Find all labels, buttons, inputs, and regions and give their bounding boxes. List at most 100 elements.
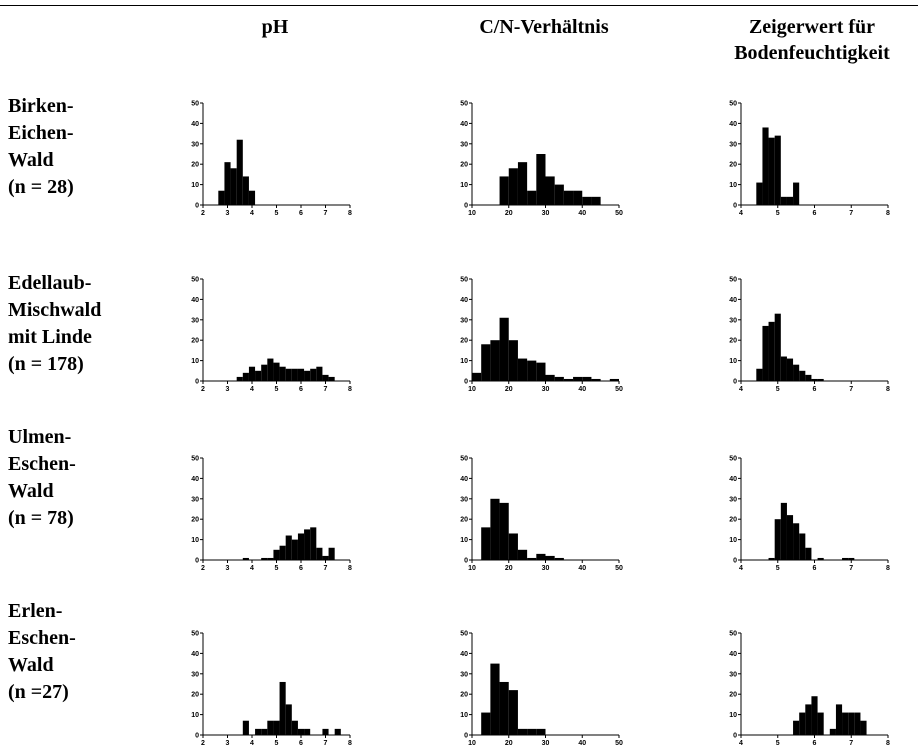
histogram-bar xyxy=(334,728,341,735)
histogram-bar xyxy=(848,712,855,735)
histogram-bar xyxy=(554,184,564,205)
row-label-line: Eschen- xyxy=(8,627,76,649)
x-tick-label: 7 xyxy=(324,565,328,572)
histogram-bar xyxy=(768,557,775,560)
histogram-bar xyxy=(554,557,564,560)
histogram-bar xyxy=(768,321,775,381)
y-tick-label: 50 xyxy=(191,101,199,108)
histogram-bar xyxy=(499,317,509,381)
y-tick-label: 50 xyxy=(729,456,737,463)
x-tick-label: 30 xyxy=(542,565,550,572)
histogram-bar xyxy=(316,366,323,381)
x-tick-label: 7 xyxy=(849,210,853,217)
histogram-bar xyxy=(261,557,268,560)
histogram-bar xyxy=(267,557,274,560)
row-label-line: mit Linde xyxy=(8,326,92,348)
histogram-bar xyxy=(786,196,794,205)
y-tick-label: 50 xyxy=(191,631,199,638)
x-tick-label: 6 xyxy=(299,565,303,572)
histogram-bar xyxy=(799,370,806,381)
x-tick-label: 2 xyxy=(201,565,205,572)
histogram-bar xyxy=(261,728,268,735)
histogram-bar xyxy=(508,168,518,205)
column-header-moisture-indicator: Zeigerwert für Bodenfeuchtigkeit xyxy=(692,14,918,66)
x-tick-label: 40 xyxy=(578,210,586,217)
y-tick-label: 30 xyxy=(729,141,737,148)
y-tick-label: 20 xyxy=(191,692,199,699)
x-tick-label: 40 xyxy=(578,740,586,747)
x-tick-label: 6 xyxy=(813,210,817,217)
x-tick-label: 6 xyxy=(813,565,817,572)
histogram-bar xyxy=(536,728,546,735)
histogram-bar xyxy=(805,374,812,381)
histogram-bar xyxy=(242,176,249,205)
y-tick-label: 40 xyxy=(729,121,737,128)
histogram-bar xyxy=(786,515,794,560)
x-tick-label: 20 xyxy=(505,740,513,747)
y-tick-label: 0 xyxy=(464,733,468,740)
histogram-panel: 0 10 20 30 40 50 2 3 4 5 6 7 8 xyxy=(191,101,352,218)
y-tick-label: 50 xyxy=(460,277,468,284)
histogram-bar xyxy=(499,176,509,205)
histogram-bar xyxy=(285,704,292,735)
histogram-bar xyxy=(536,362,546,381)
histogram-bar xyxy=(481,712,491,735)
histogram-bar xyxy=(817,712,824,735)
top-rule xyxy=(0,5,918,6)
x-tick-label: 3 xyxy=(226,740,230,747)
histogram-bar xyxy=(756,368,763,381)
y-tick-label: 0 xyxy=(464,379,468,386)
x-tick-label: 10 xyxy=(468,740,476,747)
row-label-line: Edellaub- xyxy=(8,272,92,294)
y-tick-label: 20 xyxy=(460,338,468,345)
y-tick-label: 0 xyxy=(195,733,199,740)
x-tick-label: 7 xyxy=(849,740,853,747)
y-tick-label: 20 xyxy=(729,517,737,524)
histogram-bar xyxy=(786,358,794,381)
y-tick-label: 10 xyxy=(729,712,737,719)
histogram-bar xyxy=(854,712,861,735)
histogram-bar xyxy=(768,137,775,205)
x-tick-label: 7 xyxy=(324,386,328,393)
x-tick-label: 2 xyxy=(201,210,205,217)
y-tick-label: 0 xyxy=(464,203,468,210)
x-tick-label: 7 xyxy=(849,386,853,393)
x-tick-label: 2 xyxy=(201,386,205,393)
row-label-line: Eschen- xyxy=(8,453,76,475)
x-tick-label: 7 xyxy=(324,740,328,747)
histogram-bar xyxy=(322,728,329,735)
y-tick-label: 0 xyxy=(733,379,737,386)
histogram-bar xyxy=(508,690,518,735)
y-tick-label: 10 xyxy=(191,537,199,544)
histogram-bar xyxy=(817,378,824,381)
y-tick-label: 20 xyxy=(191,162,199,169)
histogram-bar xyxy=(490,340,500,381)
y-tick-label: 50 xyxy=(460,456,468,463)
histogram-bar xyxy=(536,553,546,560)
y-tick-label: 30 xyxy=(191,671,199,678)
histogram-bar xyxy=(527,190,537,205)
x-tick-label: 8 xyxy=(886,740,890,747)
histogram-bar xyxy=(573,376,583,381)
histogram-bar xyxy=(774,135,781,205)
x-tick-label: 6 xyxy=(813,740,817,747)
histogram-bar xyxy=(793,364,800,381)
histogram-bar xyxy=(236,376,243,381)
y-tick-label: 10 xyxy=(460,537,468,544)
x-tick-label: 40 xyxy=(578,386,586,393)
histogram-panel: 0 10 20 30 40 50 4 5 6 7 8 xyxy=(729,631,890,748)
histogram-panel: 0 10 20 30 40 50 4 5 6 7 8 xyxy=(729,101,890,218)
x-tick-label: 5 xyxy=(776,210,780,217)
histogram-bar xyxy=(248,366,256,381)
histogram-bar xyxy=(842,557,849,560)
histogram-bar xyxy=(536,154,546,205)
x-tick-label: 20 xyxy=(505,386,513,393)
row-label-edellaub-mischwald: Edellaub- Mischwald mit Linde (n = 178) xyxy=(8,270,148,378)
histogram-bar xyxy=(273,720,280,735)
x-tick-label: 10 xyxy=(468,565,476,572)
x-tick-label: 5 xyxy=(275,565,279,572)
y-tick-label: 10 xyxy=(191,182,199,189)
x-tick-label: 4 xyxy=(739,565,743,572)
histogram-bar xyxy=(322,374,329,381)
